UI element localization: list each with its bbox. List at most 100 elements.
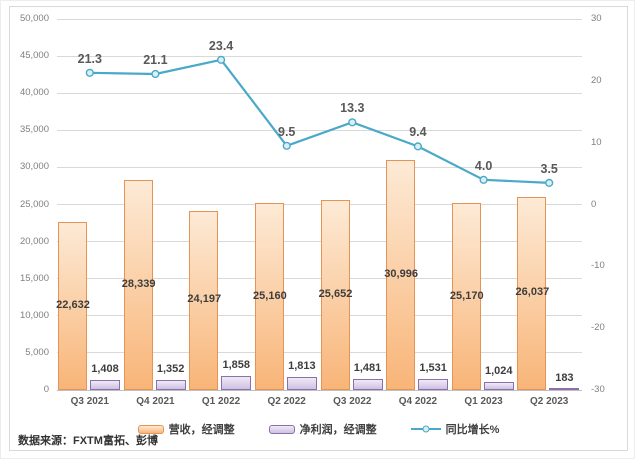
x-axis-label: Q3 2021: [70, 396, 109, 407]
net-profit-swatch-icon: [268, 424, 295, 434]
yoy-line-swatch-icon: [410, 425, 441, 433]
net-profit-bar: [418, 378, 449, 390]
net-profit-bar: [286, 376, 317, 390]
yoy-value-label: 13.3: [340, 101, 365, 116]
yoy-marker: [479, 175, 488, 184]
revenue-bar: [386, 160, 416, 390]
revenue-value-label: 25,160: [253, 289, 287, 302]
yoy-value-label: 9.5: [277, 124, 296, 139]
yoy-marker: [151, 69, 160, 79]
gridline: [57, 241, 582, 243]
legend-label-revenue: 营收，经调整: [168, 424, 235, 436]
source-note: 数据来源：FXTM富拓、彭博: [18, 435, 158, 447]
revenue-value-label: 24,197: [187, 293, 222, 306]
y-axis-tick-label: 10,000: [19, 309, 49, 321]
gridline: [57, 204, 582, 205]
gridline: [57, 18, 582, 20]
legend: 营收，经调整 净利润，经调整 同比增长%: [10, 421, 627, 437]
right-axis-tick-label: -10: [591, 260, 605, 272]
y-axis-tick-label: 50,000: [19, 13, 49, 24]
y-axis-tick-label: 40,000: [19, 87, 49, 99]
yoy-marker: [217, 55, 226, 64]
net-profit-bar: [155, 380, 186, 390]
x-axis-label: Q4 2021: [136, 396, 175, 407]
yoy-line-layer: [85, 55, 554, 188]
yoy-marker: [413, 142, 423, 151]
legend-label-yoy: 同比增长%: [445, 424, 500, 436]
legend-item-yoy: 同比增长%: [410, 421, 500, 437]
right-axis-tick-label: 0: [591, 198, 597, 210]
net-profit-bar: [549, 388, 580, 390]
right-axis-tick-label: 30: [591, 13, 602, 24]
revenue-bar: [320, 199, 350, 390]
gridline: [57, 92, 582, 94]
y-axis-tick-label: 30,000: [19, 161, 49, 173]
yoy-marker: [348, 118, 357, 127]
x-axis-label: Q4 2022: [398, 396, 438, 407]
x-axis-label: Q3 2022: [333, 396, 372, 407]
legend-label-net-profit: 净利润，经调整: [299, 424, 377, 436]
net-profit-value-label: 1,531: [419, 361, 447, 374]
legend-item-net-profit: 净利润，经调整: [268, 421, 377, 437]
chart-frame: 22,632 28,339 24,197 25,160 25,652 30,996 25,1…: [9, 6, 628, 451]
revenue-value-label: 25,652: [318, 287, 353, 300]
net-profit-value-label: 1,352: [156, 363, 185, 375]
yoy-value-label: 21.1: [143, 53, 168, 67]
gridline: [57, 278, 582, 280]
revenue-swatch-icon: [137, 424, 164, 434]
yoy-value-label: 4.0: [474, 158, 493, 173]
right-axis-tick-label: 20: [591, 74, 602, 86]
net-profit-value-label: 1,481: [353, 362, 382, 374]
revenue-bar: [123, 179, 153, 390]
gridline: [57, 315, 582, 317]
net-profit-value-label: 1,408: [91, 362, 119, 375]
x-axis-label: Q1 2022: [201, 396, 241, 407]
yoy-marker: [85, 68, 94, 77]
y-axis-tick-label: 35,000: [19, 124, 49, 136]
yoy-marker: [545, 178, 554, 188]
x-axis-label: Q2 2023: [530, 396, 569, 407]
net-profit-bar: [90, 379, 120, 390]
revenue-bar: [451, 203, 481, 390]
right-axis-tick-label: -30: [591, 384, 605, 395]
yoy-marker-icon: [422, 425, 430, 433]
plot-area: 22,632 28,339 24,197 25,160 25,652 30,996 25,1…: [56, 18, 582, 391]
legend-item-revenue: 营收，经调整: [137, 421, 235, 437]
revenue-value-label: 28,339: [121, 277, 156, 290]
net-profit-value-label: 1,024: [484, 365, 513, 378]
net-profit-bar: [483, 382, 514, 390]
gridline: [57, 166, 582, 168]
y-axis-tick-label: 20,000: [19, 235, 49, 247]
revenue-value-label: 25,170: [449, 289, 484, 302]
right-axis-tick-label: 10: [591, 136, 602, 148]
net-profit-bar: [352, 379, 383, 390]
y-axis-tick-label: 45,000: [19, 50, 49, 62]
x-axis-label: Q1 2023: [464, 396, 503, 407]
revenue-bar: [58, 222, 87, 390]
revenue-bar: [189, 210, 219, 390]
yoy-value-label: 21.3: [77, 51, 102, 66]
right-axis-tick-label: -20: [591, 322, 605, 334]
yoy-value-label: 9.4: [409, 125, 427, 140]
net-profit-bar: [221, 376, 252, 390]
yoy-marker: [282, 141, 291, 150]
y-axis-tick-label: 15,000: [19, 272, 49, 284]
net-profit-value-label: 1,858: [222, 359, 251, 372]
revenue-value-label: 30,996: [384, 268, 418, 280]
y-axis-tick-label: 25,000: [19, 198, 49, 210]
net-profit-value-label: 1,813: [288, 359, 316, 372]
yoy-line: [89, 58, 550, 184]
revenue-value-label: 26,037: [515, 286, 550, 299]
gridline: [57, 352, 582, 354]
gridline: [57, 389, 582, 391]
gridline: [57, 129, 582, 131]
net-profit-value-label: 183: [555, 371, 574, 384]
yoy-value-label: 23.4: [208, 38, 234, 53]
yoy-value-label: 3.5: [540, 161, 558, 176]
revenue-value-label: 22,632: [56, 299, 90, 311]
x-axis-label: Q2 2022: [267, 396, 306, 407]
revenue-bar: [517, 196, 547, 390]
revenue-bar: [254, 203, 284, 390]
y-axis-tick-label: 5,000: [25, 346, 49, 358]
